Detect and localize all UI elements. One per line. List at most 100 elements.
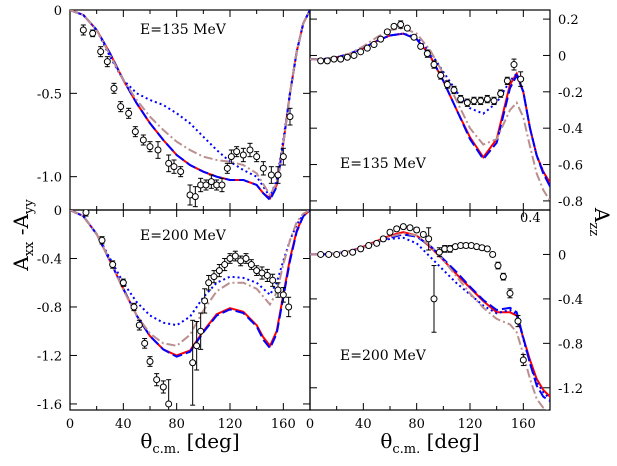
data-point [279,153,287,161]
xlabel-left: θc.m. [deg] [140,429,239,457]
data-point [363,44,371,52]
data-point [399,223,407,231]
y-tick-label: 0 [558,49,566,64]
data-point [247,261,255,269]
data-point [506,289,514,297]
xlabel-right-sub: c.m. [392,442,420,457]
data-point [410,33,418,41]
energy-label: E=135 MeV [340,156,427,172]
data-point [146,143,154,151]
data-point [497,90,505,98]
series-dotted-blue [310,32,550,187]
data-point [317,57,325,65]
data-point [221,261,229,269]
panel-bottom-right: 0 40 80 120 160 0 -0.4 -0.8 -1.2 E=200 MeV 0.4 [306,209,583,432]
series-dashed-blue [310,233,550,402]
left-ylabel: Axx -Ayy [9,199,37,272]
data-point [383,28,391,36]
data-point [110,84,118,92]
data-point [483,95,491,103]
data-point [242,254,250,262]
data-point [503,77,511,85]
data-point [343,53,351,61]
data-point [269,276,277,284]
data-point [341,249,349,257]
xlabel-right-units: [deg] [420,429,479,453]
data-point [82,210,90,216]
data-point [386,228,394,236]
series-dashdot-tan [70,10,310,197]
data-point [125,109,133,117]
data-point [519,356,527,364]
data-point [259,164,267,172]
series-dotted-blue [70,10,310,199]
data-point [325,250,333,258]
y-tick-label: 0 [54,204,62,219]
energy-label: E=200 MeV [340,348,427,364]
data-point [317,250,325,258]
data-point [193,342,201,350]
data-point [357,245,365,253]
corner-tick-label: 0.4 [520,211,541,226]
left-ylabel-sub2: yy [22,199,37,215]
x-tick-label: 160 [271,417,296,432]
left-ylabel-sep: -A [9,213,33,241]
y-tick-label: -0.4 [558,122,583,137]
data-point [98,236,106,244]
data-point [246,146,254,154]
data-point [274,286,282,294]
data-point [286,113,294,121]
y-tick-label: 0.2 [558,13,579,28]
y-tick-label: -1.2 [37,349,62,364]
data-point [510,61,518,69]
data-point [165,159,173,167]
data-point [197,327,205,335]
data-point [233,148,241,156]
x-tick-label: 80 [408,417,425,432]
x-tick-label: 120 [218,417,243,432]
data-point [373,239,381,247]
data-point [370,41,378,49]
y-tick-label: -0.6 [558,159,583,174]
series-dashdot-tan [310,27,550,202]
data-point [146,358,154,366]
panel-bottom-left: 0 40 80 120 160 0 -0.4 -0.8 -1.2 -1.6 E=200 MeV [37,204,311,432]
data-point [202,181,210,189]
data-point [165,400,173,408]
data-point [390,22,398,30]
right-ylabel-sub: zz [586,222,601,236]
data-point [231,252,239,260]
data-point [97,48,105,56]
data-point [89,29,97,37]
data-point [397,21,405,29]
xlabel-left-sub: c.m. [152,442,180,457]
data-point [514,317,522,325]
data-points [317,223,527,367]
data-point [189,359,197,367]
curves [70,10,310,202]
data-point [177,168,185,176]
data-point [437,71,445,79]
series-solid-red [310,231,550,398]
data-point [79,26,87,34]
data-point [239,151,247,159]
data-point [201,297,209,305]
data-point [403,24,411,32]
data-point [223,164,231,172]
data-point [117,103,125,111]
data-point [191,193,199,201]
data-point [357,48,365,56]
data-point [141,339,149,347]
data-point [470,97,478,105]
xlabel-left-main: θ [140,429,152,453]
data-point [457,95,465,103]
data-point [430,61,438,69]
data-point [279,291,287,299]
xlabel-left-units: [deg] [180,429,239,453]
data-point [517,75,525,83]
data-point [377,35,385,43]
y-tick-label: -1.6 [37,398,62,413]
data-point [499,273,507,281]
data-points [317,20,525,107]
y-tick-label: -0.8 [37,301,62,316]
